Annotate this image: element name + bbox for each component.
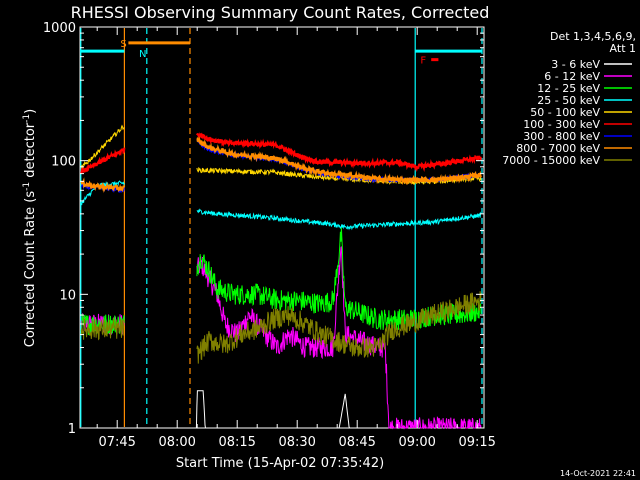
series-line <box>80 291 482 364</box>
x-tick-label: 08:45 <box>338 435 375 450</box>
y-tick-label: 100 <box>51 155 76 170</box>
x-tick-label: 09:15 <box>458 435 495 450</box>
state-marker-label: N <box>139 49 146 60</box>
chart-title: RHESSI Observing Summary Count Rates, Co… <box>71 3 490 22</box>
legend-label: 25 - 50 keV <box>537 94 600 107</box>
legend-label: 6 - 12 keV <box>544 70 600 83</box>
series-group <box>80 124 482 430</box>
legend-label: 800 - 7000 keV <box>516 142 600 155</box>
series-line <box>80 136 482 193</box>
legend-label: 3 - 6 keV <box>551 58 600 71</box>
x-tick-label: 08:15 <box>218 435 255 450</box>
legend-title-line2: Att 1 <box>610 42 636 55</box>
legend-label: 50 - 100 keV <box>530 106 600 119</box>
axes: 1 10 100 1000 07:45 08:00 08:15 08:30 08:45 09:00… <box>43 21 496 450</box>
legend-label: 100 - 300 keV <box>523 118 600 131</box>
y-tick-label: 10 <box>59 288 76 303</box>
y-tick-label: 1000 <box>43 21 76 36</box>
footer-date: 14-Oct-2021 22:41 <box>560 469 636 478</box>
y-axis-label: Corrected Count Rate (s-1 detector-1) <box>22 109 38 347</box>
x-tick-label: 09:00 <box>398 435 435 450</box>
y-tick-label: 1 <box>68 422 76 437</box>
x-tick-label: 08:30 <box>278 435 315 450</box>
state-marker-label: S <box>120 39 126 50</box>
legend-label: 7000 - 15000 keV <box>502 154 600 167</box>
x-axis-label: Start Time (15-Apr-02 07:35:42) <box>176 456 384 471</box>
plot-area: S N F <box>80 28 483 427</box>
x-tick-label: 08:00 <box>158 435 195 450</box>
legend-title-line1: Det 1,3,4,5,6,9, <box>550 30 636 43</box>
legend-label: 12 - 25 keV <box>537 82 600 95</box>
state-marker-label: F <box>420 56 426 67</box>
x-tick-label: 07:45 <box>98 435 135 450</box>
series-line <box>80 132 482 175</box>
legend-label: 300 - 800 keV <box>523 130 600 143</box>
